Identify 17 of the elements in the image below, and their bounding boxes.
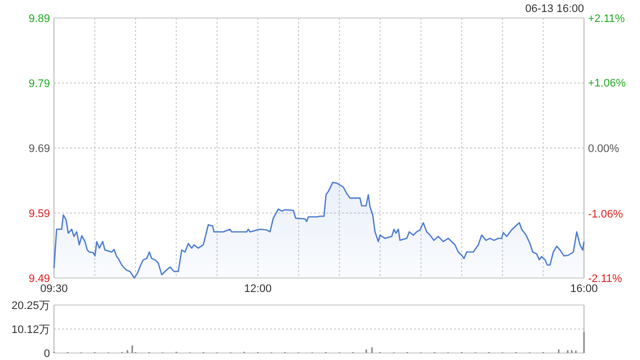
- y-tick-label: 10.12万: [11, 324, 50, 336]
- x-tick-label: 09:30: [40, 283, 68, 295]
- y2-tick-label: -1.06%: [588, 208, 624, 220]
- y2-tick-label: +1.06%: [588, 78, 626, 90]
- x-tick-label: 12:00: [244, 283, 272, 295]
- y-tick-label: 0: [44, 348, 50, 360]
- y-tick-label: 9.49: [28, 273, 50, 285]
- y2-tick-label: +2.11%: [588, 13, 626, 25]
- y-tick-label: 20.25万: [11, 300, 50, 312]
- y-tick-label: 9.69: [28, 143, 50, 155]
- y-tick-label: 9.79: [28, 78, 50, 90]
- y2-tick-label: 0.00%: [588, 143, 620, 155]
- x-tick-label: 16:00: [570, 283, 598, 295]
- y-tick-label: 9.89: [28, 13, 50, 25]
- y-tick-label: 9.59: [28, 208, 50, 220]
- y2-tick-label: -2.11%: [588, 273, 622, 285]
- text: 06-13 16:00: [525, 3, 584, 15]
